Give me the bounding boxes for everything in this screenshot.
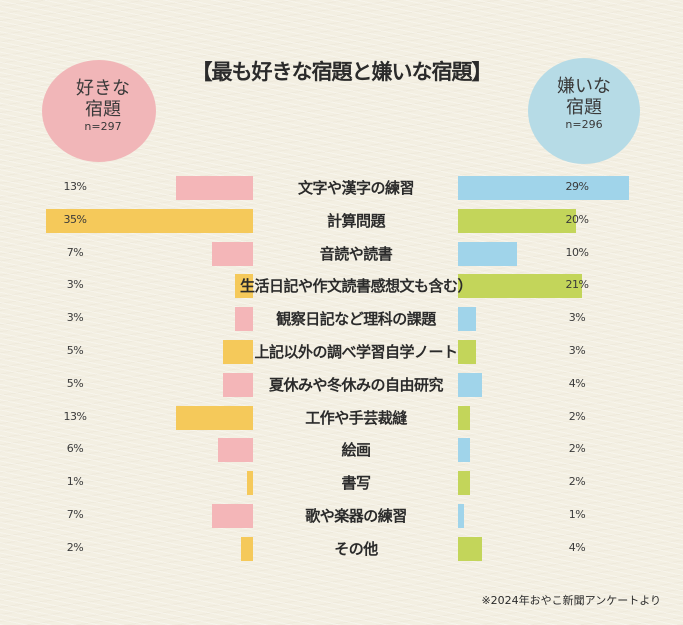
chart-row: 7% 1% 歌や楽器の練習 <box>0 503 683 529</box>
like-percent: 13% <box>63 409 87 423</box>
chart-row: 1% 2% 書写 <box>0 470 683 496</box>
dislike-bar <box>458 274 582 299</box>
dislike-badge: 嫌いな 宿題 n=296 <box>528 58 640 164</box>
like-percent: 6% <box>66 442 84 456</box>
dislike-percent: 21% <box>565 278 589 292</box>
chart-row: 3% 3% 観察日記など理科の課題 <box>0 306 683 332</box>
dislike-bar <box>458 372 482 397</box>
like-bar <box>247 471 253 496</box>
like-badge-line1: 好きな <box>76 78 130 99</box>
dislike-bar <box>458 438 470 463</box>
like-bar <box>241 536 253 561</box>
like-percent: 5% <box>66 376 84 390</box>
category-label: 書写 <box>341 474 371 493</box>
dislike-percent: 20% <box>565 212 589 226</box>
chart-title: 【最も好きな宿題と嫌いな宿題】 <box>191 60 493 84</box>
like-percent: 7% <box>66 508 84 521</box>
chart-row: 3% 21% 生活日記や作文読書感想文も含む） <box>0 273 683 299</box>
dislike-bar <box>458 536 482 561</box>
dislike-percent: 2% <box>568 442 586 456</box>
dislike-bar <box>458 340 476 364</box>
chart-row: 13% 2% 工作や手芸裁縫 <box>0 405 683 431</box>
source-note: ※2024年おやこ新聞アンケートより <box>481 594 661 607</box>
dislike-bar <box>458 241 517 266</box>
category-label: 上記以外の調べ学習自学ノート <box>254 343 458 361</box>
like-bar <box>176 176 253 200</box>
dislike-percent: 3% <box>568 311 586 325</box>
chart-row: 5% 3% 上記以外の調べ学習自学ノート <box>0 339 683 365</box>
like-bar <box>46 208 253 233</box>
like-percent: 1% <box>66 475 84 489</box>
chart-row: 35% 20% 計算問題 <box>0 208 683 234</box>
dislike-badge-line2: 宿題 <box>566 97 602 118</box>
category-label: 生活日記や作文読書感想文も含む） <box>239 277 473 296</box>
like-bar <box>176 405 253 430</box>
dislike-percent: 4% <box>568 540 586 554</box>
chart-row: 6% 2% 絵画 <box>0 437 683 463</box>
like-bar <box>212 504 253 528</box>
chart-row: 13% 29% 文字や漢字の練習 <box>0 175 683 201</box>
dislike-percent: 2% <box>568 409 586 423</box>
category-label: 音読や読書 <box>319 244 393 263</box>
category-label: 工作や手芸裁縫 <box>305 408 407 427</box>
like-percent: 13% <box>63 180 87 193</box>
chart-row: 2% 4% その他 <box>0 536 683 562</box>
like-bar <box>235 274 253 299</box>
like-percent: 3% <box>66 311 84 325</box>
like-percent: 2% <box>66 540 84 554</box>
category-label: その他 <box>334 539 378 558</box>
like-bar <box>212 241 253 266</box>
like-badge: 好きな 宿題 n=297 <box>42 60 156 162</box>
dislike-bar <box>458 504 464 528</box>
category-label: 絵画 <box>341 441 371 460</box>
like-percent: 35% <box>63 212 87 226</box>
category-label: 歌や楽器の練習 <box>305 507 407 525</box>
dislike-percent: 10% <box>565 245 589 259</box>
dislike-bar <box>458 176 629 200</box>
like-bar <box>235 307 253 332</box>
dislike-bar <box>458 471 470 496</box>
category-label: 夏休みや冬休みの自由研究 <box>268 375 444 394</box>
dislike-percent: 3% <box>568 344 586 357</box>
like-bar <box>223 372 253 397</box>
chart-row: 7% 10% 音読や読書 <box>0 241 683 267</box>
category-label: 文字や漢字の練習 <box>297 179 415 197</box>
like-bar <box>218 438 253 463</box>
like-percent: 7% <box>66 245 84 259</box>
category-label: 観察日記など理科の課題 <box>276 310 436 329</box>
like-bar <box>223 340 253 364</box>
like-percent: 5% <box>66 344 84 357</box>
chart-row: 5% 4% 夏休みや冬休みの自由研究 <box>0 372 683 398</box>
dislike-bar <box>458 208 576 233</box>
dislike-percent: 1% <box>568 508 586 521</box>
category-label: 計算問題 <box>326 211 386 230</box>
dislike-badge-n: n=296 <box>565 118 603 131</box>
dislike-bar <box>458 307 476 332</box>
dislike-percent: 2% <box>568 475 586 489</box>
like-badge-line2: 宿題 <box>85 99 121 120</box>
dislike-percent: 4% <box>568 376 586 390</box>
dislike-badge-line1: 嫌いな <box>557 76 611 97</box>
like-badge-n: n=297 <box>84 120 122 133</box>
dislike-percent: 29% <box>565 180 589 193</box>
dislike-bar <box>458 405 470 430</box>
like-percent: 3% <box>66 278 84 292</box>
